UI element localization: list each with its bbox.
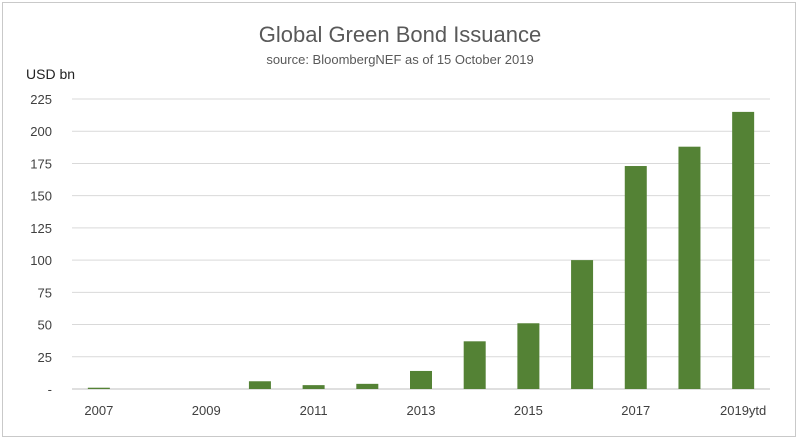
y-tick-label: 150: [30, 189, 52, 204]
y-tick-label: -: [48, 382, 52, 397]
bar-2007: [87, 387, 110, 389]
bar-2011: [302, 385, 325, 389]
y-tick-label: 100: [30, 253, 52, 268]
x-tick-label: 2019ytd: [720, 403, 766, 418]
gridlines: [72, 98, 770, 390]
chart-frame: [2, 2, 796, 437]
y-axis-ticks: - 25 50 75 100 125 150 175 200 225: [30, 92, 52, 397]
chart-title: Global Green Bond Issuance: [258, 22, 542, 47]
bar-2014: [463, 341, 486, 389]
bar-2010: [248, 381, 271, 389]
x-tick-label: 2013: [407, 403, 436, 418]
bars: [87, 111, 755, 389]
bar-2012: [356, 383, 379, 389]
y-tick-label: 75: [38, 285, 52, 300]
x-axis-ticks: 2007 2009 2011 2013 2015 2017 2019ytd: [84, 403, 766, 418]
bar-2017: [624, 166, 647, 389]
y-tick-label: 25: [38, 350, 52, 365]
y-tick-label: 200: [30, 124, 52, 139]
x-tick-label: 2007: [84, 403, 113, 418]
y-tick-label: 50: [38, 318, 52, 333]
chart-subtitle: source: BloombergNEF as of 15 October 20…: [266, 52, 534, 67]
bar-2016: [571, 260, 594, 389]
bar-2019ytd: [732, 111, 755, 389]
y-tick-label: 125: [30, 221, 52, 236]
bar-2018: [678, 146, 701, 389]
x-tick-label: 2011: [300, 403, 328, 418]
x-tick-label: 2015: [514, 403, 543, 418]
y-axis-unit-label: USD bn: [26, 66, 76, 82]
y-tick-label: 225: [30, 92, 52, 107]
bar-2013: [410, 370, 432, 389]
x-tick-label: 2009: [192, 403, 221, 418]
bar-2015: [517, 323, 540, 389]
y-tick-label: 175: [30, 156, 52, 171]
x-tick-label: 2017: [621, 403, 650, 418]
